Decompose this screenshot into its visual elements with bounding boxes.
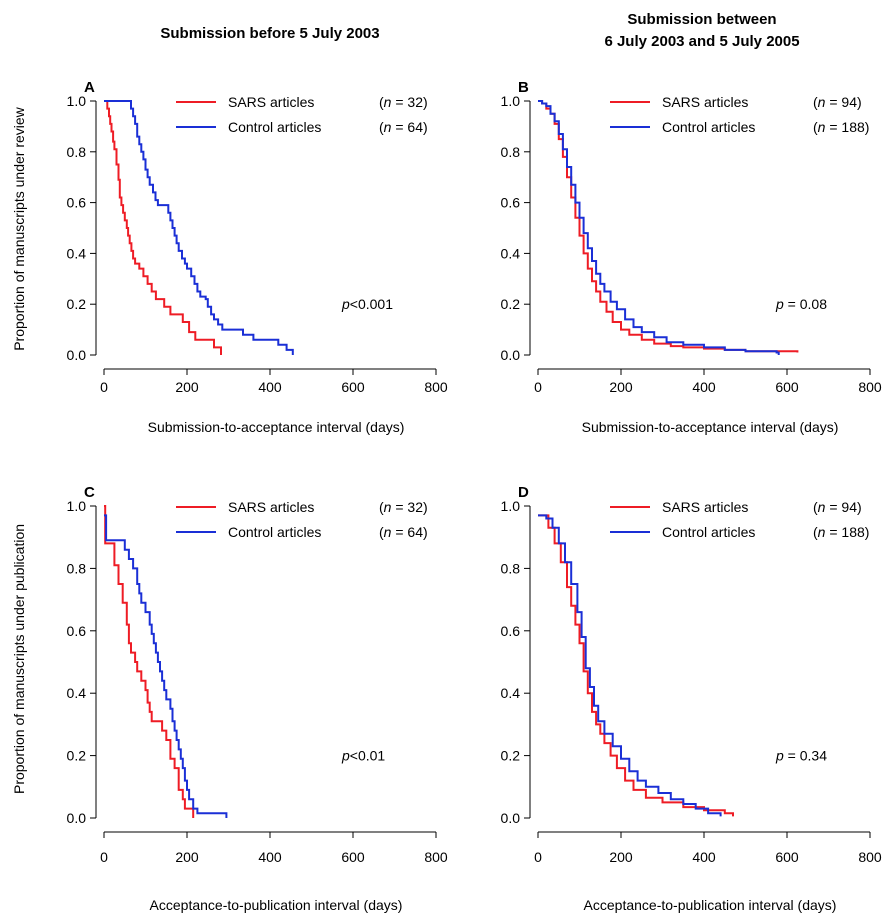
- x-axis-label: Acceptance-to-publication interval (days…: [150, 897, 403, 913]
- y-tick-label: 0.6: [501, 195, 521, 211]
- y-tick-label: 0.2: [67, 296, 87, 312]
- legend-label: SARS articles: [228, 499, 314, 515]
- panel-b: B 0.0 0.2 0.4 0.6 0.8 1.0 0 200 400 600 800 Submissi…: [501, 79, 882, 435]
- legend-n-label: (n = 94): [813, 94, 862, 110]
- x-tick-label: 800: [858, 849, 882, 865]
- legend-label: Control articles: [662, 119, 755, 135]
- y-tick-label: 0.8: [67, 144, 87, 160]
- y-tick-label: 0.8: [67, 560, 87, 576]
- p-value-annotation: p<0.01: [341, 748, 385, 764]
- y-tick-label: 0.4: [501, 685, 521, 701]
- y-tick-label: 0.0: [67, 810, 87, 826]
- x-tick-label: 400: [692, 379, 716, 395]
- x-tick-label: 800: [424, 849, 448, 865]
- row2-ylabel: Proportion of manuscripts under publicat…: [11, 524, 27, 794]
- x-tick-label: 0: [534, 379, 542, 395]
- row1-ylabel: Proportion of manuscripts under review: [11, 106, 27, 350]
- panel-letter: C: [84, 484, 95, 501]
- x-tick-label: 0: [100, 379, 108, 395]
- y-tick-label: 0.0: [501, 347, 521, 363]
- x-tick-label: 800: [858, 379, 882, 395]
- p-value-annotation: p = 0.34: [775, 748, 827, 764]
- x-tick-label: 0: [100, 849, 108, 865]
- y-tick-label: 0.4: [67, 245, 87, 261]
- series-line-sars: [538, 100, 799, 353]
- x-tick-label: 600: [341, 849, 365, 865]
- y-tick-label: 0.0: [501, 810, 521, 826]
- legend-label: SARS articles: [662, 94, 748, 110]
- x-tick-label: 400: [258, 849, 282, 865]
- x-tick-label: 400: [258, 379, 282, 395]
- p-value-annotation: p<0.001: [341, 296, 393, 312]
- x-tick-label: 0: [534, 849, 542, 865]
- x-axis-label: Acceptance-to-publication interval (days…: [584, 897, 837, 913]
- y-tick-label: 0.2: [67, 748, 87, 764]
- y-tick-label: 1.0: [501, 93, 521, 109]
- panel-letter: A: [84, 79, 95, 96]
- y-tick-label: 0.0: [67, 347, 87, 363]
- y-tick-label: 0.4: [67, 685, 87, 701]
- series-line-control: [104, 100, 294, 355]
- y-tick-label: 0.4: [501, 245, 521, 261]
- legend-n-label: (n = 188): [813, 524, 869, 540]
- panel-letter: D: [518, 484, 529, 501]
- x-tick-label: 600: [775, 379, 799, 395]
- y-tick-label: 1.0: [501, 498, 521, 514]
- x-tick-label: 400: [692, 849, 716, 865]
- panel-a: A 0.0 0.2 0.4 0.6 0.8 1.0 0 200 400 600 800 Submissi…: [67, 79, 448, 435]
- legend-label: SARS articles: [228, 94, 314, 110]
- panel-d: D 0.0 0.2 0.4 0.6 0.8 1.0 0 200 400 600 800 Acceptan…: [501, 484, 882, 913]
- legend-n-label: (n = 64): [379, 119, 428, 135]
- y-tick-label: 0.2: [501, 748, 521, 764]
- right-column-title-line1: Submission between: [627, 11, 776, 28]
- y-tick-label: 0.6: [67, 623, 87, 639]
- legend-n-label: (n = 94): [813, 499, 862, 515]
- x-tick-label: 200: [609, 849, 633, 865]
- x-tick-label: 200: [609, 379, 633, 395]
- panel-c: C 0.0 0.2 0.4 0.6 0.8 1.0 0 200 400 600 800 Acceptan…: [67, 484, 448, 913]
- x-axis-label: Submission-to-acceptance interval (days): [582, 419, 839, 435]
- x-axis-label: Submission-to-acceptance interval (days): [148, 419, 405, 435]
- legend-label: Control articles: [228, 524, 321, 540]
- y-tick-label: 0.2: [501, 296, 521, 312]
- x-tick-label: 200: [175, 849, 199, 865]
- legend-label: Control articles: [662, 524, 755, 540]
- x-tick-label: 600: [775, 849, 799, 865]
- legend-n-label: (n = 188): [813, 119, 869, 135]
- series-line-control: [538, 100, 780, 355]
- y-tick-label: 1.0: [67, 93, 87, 109]
- x-tick-label: 800: [424, 379, 448, 395]
- x-tick-label: 200: [175, 379, 199, 395]
- y-tick-label: 0.6: [501, 623, 521, 639]
- series-line-sars: [104, 100, 222, 355]
- series-line-sars: [104, 505, 195, 818]
- legend-label: SARS articles: [662, 499, 748, 515]
- legend-n-label: (n = 64): [379, 524, 428, 540]
- y-tick-label: 0.6: [67, 195, 87, 211]
- y-tick-label: 1.0: [67, 498, 87, 514]
- right-column-title-line2: 6 July 2003 and 5 July 2005: [604, 33, 799, 50]
- legend-n-label: (n = 32): [379, 94, 428, 110]
- p-value-annotation: p = 0.08: [775, 296, 827, 312]
- panel-letter: B: [518, 79, 529, 96]
- y-tick-label: 0.8: [501, 144, 521, 160]
- x-tick-label: 600: [341, 379, 365, 395]
- legend-n-label: (n = 32): [379, 499, 428, 515]
- legend-label: Control articles: [228, 119, 321, 135]
- series-line-control: [538, 514, 722, 817]
- series-line-control: [104, 514, 228, 818]
- y-tick-label: 0.8: [501, 560, 521, 576]
- left-column-title: Submission before 5 July 2003: [160, 25, 379, 42]
- panels-group: A 0.0 0.2 0.4 0.6 0.8 1.0 0 200 400 600 800 Submissi…: [67, 79, 882, 913]
